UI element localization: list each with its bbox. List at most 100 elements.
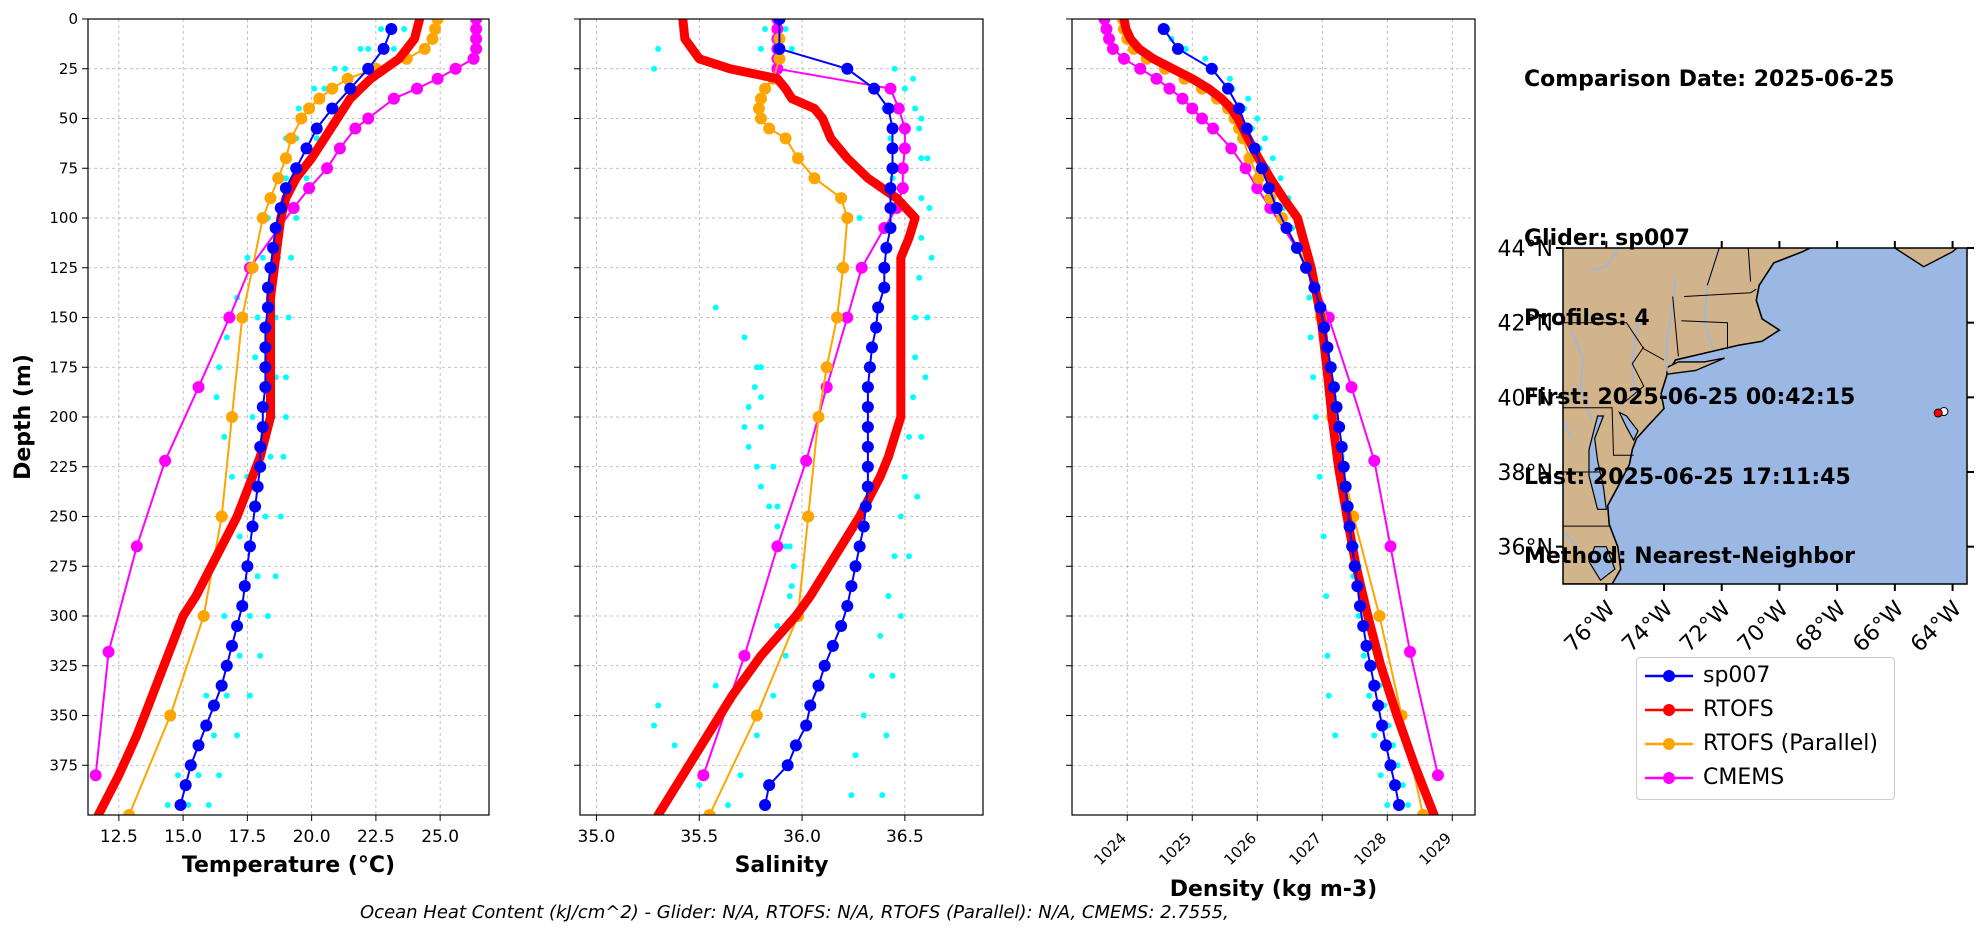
scatter-point — [770, 463, 777, 470]
data-point — [1314, 301, 1327, 314]
data-point — [313, 92, 326, 105]
scatter-point — [790, 563, 797, 570]
scatter-point — [712, 304, 719, 311]
data-point — [880, 241, 893, 254]
scatter-point — [280, 453, 287, 460]
scatter-point — [311, 85, 318, 92]
data-point — [1321, 341, 1334, 354]
data-point — [831, 311, 844, 324]
legend-label-cmems: CMEMS — [1703, 765, 1785, 790]
data-point — [878, 261, 891, 274]
scatter-point — [751, 384, 758, 391]
data-point — [1333, 420, 1346, 433]
data-point — [861, 420, 874, 433]
data-point — [800, 719, 813, 732]
scatter-point — [916, 274, 923, 281]
scatter-point — [223, 334, 230, 341]
scatter-point — [295, 105, 302, 112]
info-spacer — [1524, 147, 1894, 174]
scatter-point — [912, 105, 919, 112]
state-border — [1563, 407, 1634, 456]
data-point — [1118, 52, 1130, 65]
data-point — [1280, 221, 1293, 234]
data-point — [759, 799, 772, 812]
data-point — [800, 454, 813, 467]
data-point — [886, 162, 899, 175]
map-lon-label: 74°W — [1618, 596, 1679, 657]
data-point — [1150, 72, 1163, 85]
data-point — [236, 600, 249, 613]
scatter-point — [782, 25, 789, 32]
data-point — [179, 779, 192, 792]
scatter-point — [228, 473, 235, 480]
scatter-point — [264, 613, 271, 619]
data-point — [1353, 600, 1366, 613]
river — [1631, 307, 1642, 398]
data-point — [884, 221, 897, 234]
data-point — [192, 381, 205, 394]
scatter-point — [901, 85, 908, 92]
scatter-point — [1377, 772, 1384, 779]
data-point — [882, 102, 895, 115]
bay — [1588, 415, 1607, 510]
legend-swatch-cmems — [1645, 772, 1693, 784]
data-point — [763, 122, 776, 135]
data-point — [254, 440, 267, 453]
data-point — [1389, 779, 1402, 792]
series-line-rtofs — [93, 19, 425, 815]
data-point — [418, 42, 431, 55]
data-point — [1373, 610, 1386, 622]
series-line-cmems — [702, 19, 906, 777]
series-line-sp007 — [1162, 28, 1400, 807]
scatter-point — [195, 772, 202, 779]
data-point — [295, 112, 308, 125]
x-tick-label: 22.5 — [357, 827, 395, 847]
scatter-point — [877, 632, 884, 639]
data-point — [759, 82, 772, 95]
data-point — [886, 142, 899, 155]
glider-name: Glider: sp007 — [1524, 226, 1690, 251]
river — [1563, 415, 1573, 439]
scatter-point — [788, 583, 795, 590]
data-point — [1106, 42, 1119, 55]
y-tick-label: 100 — [49, 209, 78, 227]
data-point — [123, 809, 136, 815]
data-point — [449, 62, 462, 75]
data-point — [1404, 645, 1416, 658]
scatter-point — [252, 354, 259, 361]
scatter-point — [210, 732, 217, 739]
y-axis-label: Depth (m) — [11, 354, 36, 480]
scatter-point — [774, 503, 781, 510]
data-point — [1339, 480, 1352, 493]
state-border — [1747, 248, 1752, 282]
scatter-point — [277, 513, 284, 520]
data-point — [1176, 92, 1189, 105]
scatter-point — [788, 45, 795, 52]
scatter-point — [254, 573, 261, 580]
map-lat-label: 42°N — [1498, 312, 1553, 337]
data-point — [285, 132, 298, 145]
comparison-date: Comparison Date: 2025-06-25 — [1524, 67, 1895, 92]
data-point — [1255, 162, 1268, 175]
scatter-point — [741, 334, 748, 341]
data-point — [1100, 22, 1113, 35]
scatter-point — [757, 364, 764, 371]
data-point — [1341, 500, 1354, 513]
scatter-point — [741, 423, 748, 430]
data-point — [781, 759, 794, 772]
data-point — [246, 261, 259, 274]
profile-count: Profiles: 4 — [1524, 305, 1650, 331]
scatter-point — [282, 175, 289, 182]
river — [1570, 329, 1593, 420]
data-point — [789, 739, 802, 752]
scatter-point — [745, 404, 752, 411]
scatter-point — [905, 433, 912, 440]
data-point — [256, 420, 269, 433]
data-point — [1335, 440, 1348, 453]
ocean-heat-content-note: Ocean Heat Content (kJ/cm^2) - Glider: N… — [360, 902, 1229, 923]
scatter-point — [1245, 95, 1252, 102]
y-tick-label: 350 — [49, 707, 78, 725]
legend: sp007 RTOFS RTOFS (Parallel) CMEMS — [1636, 657, 1895, 800]
data-point — [1270, 202, 1283, 215]
scatter-point — [753, 364, 760, 371]
